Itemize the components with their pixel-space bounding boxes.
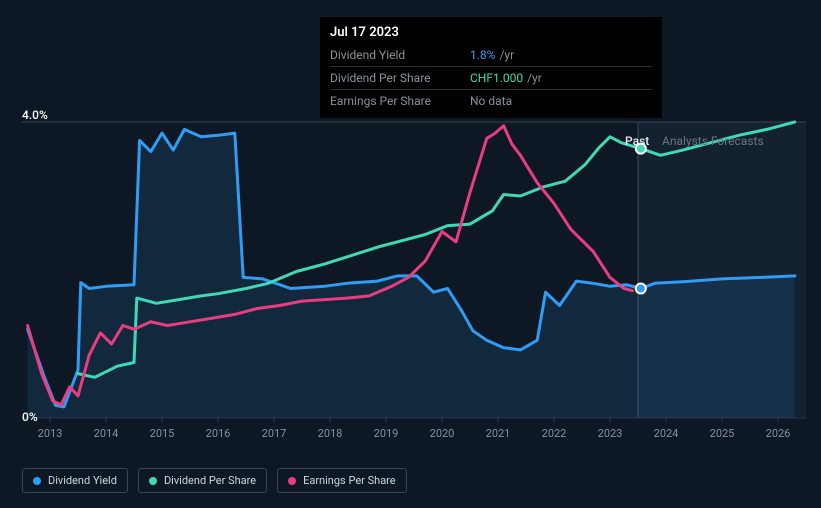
x-axis: 2013 2014 2015 2016 2017 2018 2019 2020 2021 2022… <box>0 427 821 443</box>
tooltip-row-label: Dividend Yield <box>330 48 470 62</box>
legend-label: Dividend Yield <box>48 474 117 487</box>
legend-dot <box>33 477 41 485</box>
x-tick-2019: 2019 <box>374 427 399 440</box>
x-tick-2024: 2024 <box>654 427 679 440</box>
legend-item-dividend-yield[interactable]: Dividend Yield <box>22 468 128 493</box>
tooltip-row-value: 1.8%/yr <box>470 48 514 62</box>
chart-root: { "tooltip": { "date": "Jul 17 2023", "r… <box>0 0 821 508</box>
x-tick-2015: 2015 <box>150 427 175 440</box>
x-tick-2021: 2021 <box>486 427 511 440</box>
tooltip-row-value: CHF1.000/yr <box>470 71 542 85</box>
legend-item-dividend-per-share[interactable]: Dividend Per Share <box>138 468 267 493</box>
tooltip-row: Earnings Per ShareNo data <box>330 90 652 112</box>
x-tick-2013: 2013 <box>38 427 63 440</box>
legend-label: Earnings Per Share <box>303 474 396 487</box>
x-tick-2026: 2026 <box>766 427 791 440</box>
legend-dot <box>149 477 157 485</box>
tooltip-row-label: Earnings Per Share <box>330 94 470 108</box>
chart-tooltip: Jul 17 2023 Dividend Yield1.8%/yrDividen… <box>320 17 662 118</box>
x-tick-2017: 2017 <box>262 427 287 440</box>
x-tick-2018: 2018 <box>318 427 343 440</box>
x-tick-2020: 2020 <box>430 427 455 440</box>
legend-label: Dividend Per Share <box>164 474 256 487</box>
forecast-label: Analysts Forecasts <box>662 134 764 148</box>
tooltip-row: Dividend Per ShareCHF1.000/yr <box>330 67 652 90</box>
x-tick-2014: 2014 <box>94 427 119 440</box>
y-axis-max-label: 4.0% <box>22 108 48 122</box>
x-tick-2025: 2025 <box>710 427 735 440</box>
tooltip-date: Jul 17 2023 <box>330 25 652 40</box>
legend-dot <box>288 477 296 485</box>
x-tick-2022: 2022 <box>542 427 567 440</box>
y-axis-min-label: 0% <box>22 410 38 424</box>
chart-legend: Dividend Yield Dividend Per Share Earnings… <box>22 468 407 493</box>
tooltip-row: Dividend Yield1.8%/yr <box>330 44 652 67</box>
tooltip-row-label: Dividend Per Share <box>330 71 470 85</box>
legend-item-earnings-per-share[interactable]: Earnings Per Share <box>277 468 407 493</box>
x-tick-2023: 2023 <box>598 427 623 440</box>
x-tick-2016: 2016 <box>206 427 231 440</box>
past-label: Past <box>625 134 649 148</box>
tooltip-row-value: No data <box>470 94 516 108</box>
